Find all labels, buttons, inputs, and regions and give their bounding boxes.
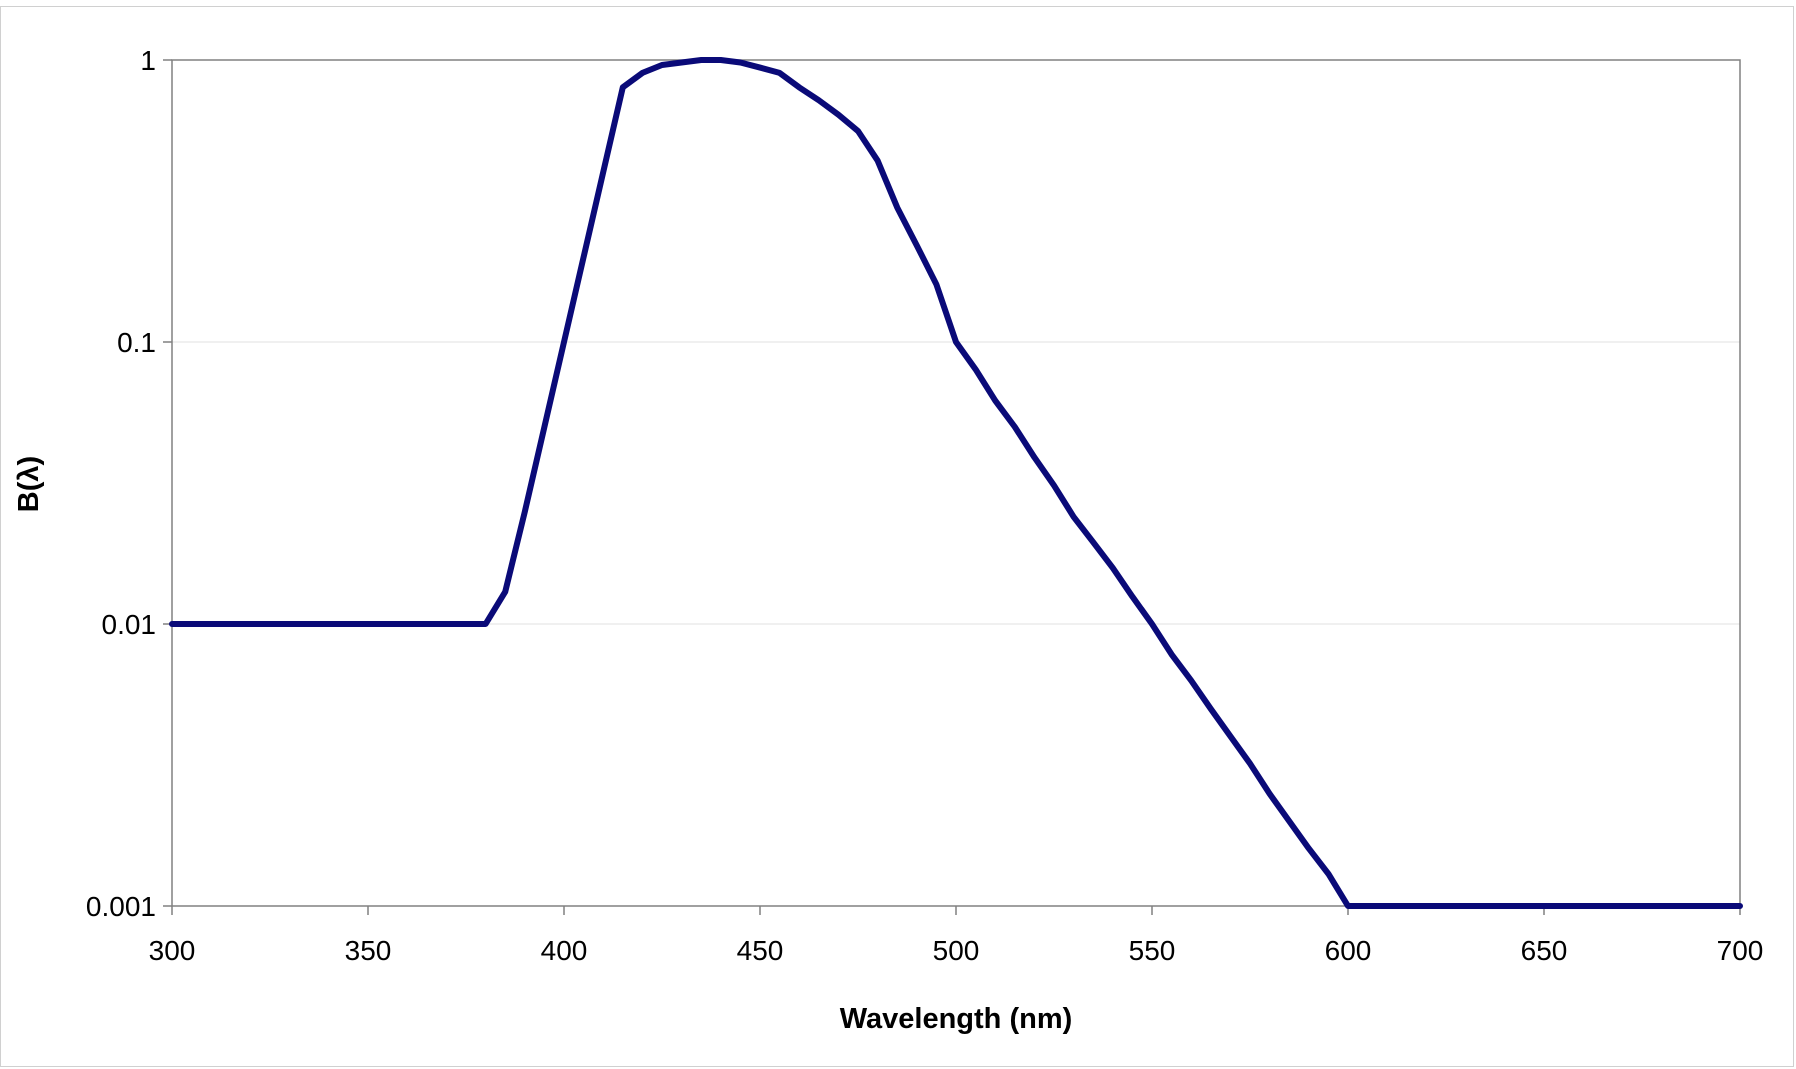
x-tick-label: 650	[1521, 935, 1568, 966]
x-tick-label: 450	[737, 935, 784, 966]
y-axis: 1 0.1 0.01 0.001	[86, 45, 172, 922]
x-tick-label: 500	[933, 935, 980, 966]
grid	[172, 341, 1740, 625]
y-tick-label: 0.001	[86, 891, 156, 922]
x-tick-label: 550	[1129, 935, 1176, 966]
x-tick-label: 350	[345, 935, 392, 966]
chart-frame	[0, 6, 1794, 1067]
x-tick-label: 400	[541, 935, 588, 966]
x-axis: 300 350 400 450 500 550 600 650 700	[149, 906, 1764, 966]
x-tick-label: 300	[149, 935, 196, 966]
y-tick-label: 0.01	[102, 609, 157, 640]
series-line	[169, 57, 1743, 909]
plot-area	[171, 59, 1741, 907]
x-tick-label: 700	[1717, 935, 1764, 966]
y-axis-title: B(λ)	[13, 456, 45, 512]
x-tick-label: 600	[1325, 935, 1372, 966]
y-tick-label: 1	[140, 45, 156, 76]
y-tick-label: 0.1	[117, 327, 156, 358]
x-axis-title: Wavelength (nm)	[840, 1003, 1073, 1035]
